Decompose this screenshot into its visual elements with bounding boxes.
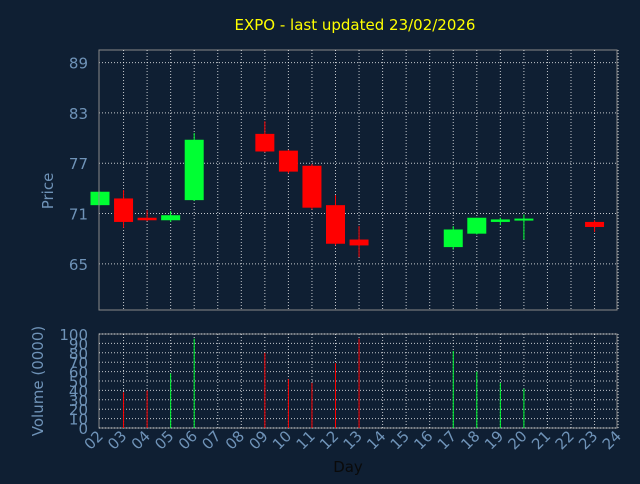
x-tick-label: 22	[552, 427, 578, 453]
candle-09	[255, 121, 275, 153]
volume-tick-label: 50	[69, 373, 88, 391]
candle-body	[326, 205, 345, 244]
x-tick-label: 17	[434, 427, 460, 453]
candle-body	[255, 133, 275, 152]
candle-body	[114, 198, 134, 222]
y-axis-label: Price	[39, 173, 57, 210]
x-tick-label: 05	[151, 427, 177, 453]
candle-body	[349, 239, 369, 246]
volume-tick-label: 30	[69, 392, 88, 410]
candle-body	[302, 165, 322, 208]
volume-tick-label: 10	[69, 411, 88, 429]
x-tick-label: 18	[457, 427, 483, 453]
x-tick-label: 12	[316, 427, 342, 453]
volume-tick-label: 100	[59, 326, 88, 344]
candle-17	[443, 226, 463, 250]
candle-body	[278, 150, 298, 172]
candle-20	[514, 214, 534, 240]
candle-body	[184, 139, 204, 201]
x-tick-label: 07	[198, 427, 224, 453]
candle-18	[467, 217, 487, 235]
price-panel-frame	[98, 49, 618, 311]
candle-10	[278, 149, 298, 174]
price-tick-label: 89	[69, 55, 88, 73]
candle-body	[490, 219, 510, 222]
x-tick-label: 23	[575, 427, 601, 453]
x-tick-label: 20	[504, 427, 530, 453]
candle-body	[443, 229, 463, 248]
x-tick-label: 13	[340, 427, 366, 453]
price-tick-label: 83	[69, 105, 88, 123]
x-tick-label: 10	[269, 427, 295, 453]
x-axis-label: Day	[333, 458, 363, 476]
chart-title: EXPO - last updated 23/02/2026	[235, 16, 476, 34]
x-tick-label: 14	[363, 427, 389, 453]
x-tick-label: 19	[481, 427, 507, 453]
x-tick-label: 04	[128, 427, 154, 453]
volume-axis-label: Volume (0000)	[29, 326, 47, 436]
x-tick-label: 15	[387, 427, 413, 453]
candle-body	[467, 217, 487, 234]
candle-13	[349, 226, 369, 258]
volume-tick-label: 0	[78, 420, 88, 438]
x-tick-label: 11	[293, 427, 319, 453]
candle-body	[514, 218, 534, 221]
chart-layer: 6571778389010203040506070809010002030405…	[59, 49, 625, 453]
candle-body	[585, 221, 605, 227]
candle-body	[137, 217, 157, 221]
x-tick-label: 06	[175, 427, 201, 453]
candle-11	[302, 164, 322, 210]
volume-tick-label: 90	[69, 335, 88, 353]
price-tick-label: 71	[69, 206, 88, 224]
x-tick-label: 16	[410, 427, 436, 453]
candle-05	[161, 211, 181, 222]
volume-tick-label: 40	[69, 382, 88, 400]
price-tick-label: 65	[69, 256, 88, 274]
price-tick-label: 77	[69, 155, 88, 173]
volume-tick-label: 60	[69, 364, 88, 382]
candle-body	[90, 191, 110, 206]
volume-tick-label: 80	[69, 345, 88, 363]
candle-04	[137, 210, 157, 222]
candle-12	[326, 195, 345, 246]
volume-tick-label: 20	[69, 401, 88, 419]
candle-body	[161, 215, 181, 221]
candle-23	[585, 220, 605, 232]
candle-03	[114, 190, 134, 228]
x-tick-label: 09	[245, 427, 271, 453]
candle-02	[90, 191, 110, 206]
x-tick-label: 08	[222, 427, 248, 453]
x-tick-label: 21	[528, 427, 554, 453]
x-tick-label: 03	[104, 427, 130, 453]
x-tick-label: 24	[599, 427, 625, 453]
volume-tick-label: 70	[69, 354, 88, 372]
candle-19	[490, 217, 510, 226]
candle-06	[184, 133, 204, 201]
